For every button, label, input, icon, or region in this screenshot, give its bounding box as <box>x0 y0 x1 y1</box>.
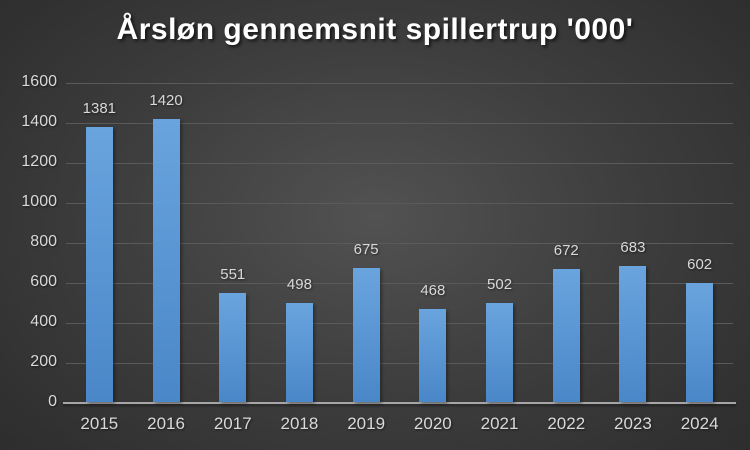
bar-2018 <box>285 303 313 402</box>
gridline <box>66 162 733 164</box>
x-axis-category-label: 2015 <box>80 414 119 433</box>
bar-value-label: 468 <box>420 282 446 300</box>
bar-2016 <box>152 119 180 402</box>
x-axis-category-label: 2019 <box>347 414 386 433</box>
x-axis-category-label: 2021 <box>480 414 519 433</box>
x-axis-line <box>63 402 736 404</box>
x-axis-category-label: 2018 <box>280 414 319 433</box>
gridline <box>66 322 733 324</box>
y-axis-tick-label: 1000 <box>21 193 57 210</box>
x-axis-category-label: 2020 <box>413 414 452 433</box>
x-axis-category-label: 2016 <box>147 414 185 433</box>
bar-2021 <box>486 302 514 402</box>
bar-2022 <box>552 268 580 402</box>
bar-2024 <box>686 282 714 402</box>
bar-value-label: 675 <box>353 241 379 258</box>
y-axis-tick-label: 600 <box>30 273 57 290</box>
x-axis-category-label: 2017 <box>213 414 252 433</box>
bar-2017 <box>219 292 247 402</box>
bar-value-label: 1420 <box>149 92 183 109</box>
gridline <box>66 82 733 84</box>
gridline <box>66 202 733 204</box>
y-axis-tick-label: 800 <box>30 233 57 250</box>
bar-2015 <box>85 126 113 402</box>
bar-value-label: 1381 <box>82 99 117 117</box>
y-axis-tick-label: 200 <box>30 353 57 370</box>
bar-value-label: 602 <box>687 255 713 273</box>
y-axis-tick-label: 0 <box>48 393 57 410</box>
bar-value-label: 498 <box>286 276 312 294</box>
bar-value-label: 683 <box>620 239 646 257</box>
bar-2020 <box>419 309 447 402</box>
bar-value-label: 551 <box>220 265 246 283</box>
x-axis-category-label: 2022 <box>547 414 586 433</box>
y-axis-tick-label: 400 <box>30 313 57 330</box>
y-axis-tick-label: 1400 <box>21 113 57 130</box>
x-axis-category-label: 2023 <box>614 414 652 433</box>
gridline <box>66 362 733 364</box>
x-axis-category-label: 2024 <box>680 414 719 433</box>
y-axis-tick-label: 1200 <box>21 153 57 170</box>
gridline <box>66 122 733 124</box>
bar-value-label: 672 <box>553 241 579 259</box>
bar-2023 <box>619 266 647 402</box>
bar-value-label: 502 <box>487 275 513 293</box>
y-axis-tick-label: 1600 <box>21 73 57 90</box>
gridline <box>66 242 733 244</box>
chart-title: Årsløn gennemsnit spillertrup '000' <box>116 13 634 46</box>
gridline <box>66 282 733 284</box>
bar-2019 <box>352 268 380 402</box>
